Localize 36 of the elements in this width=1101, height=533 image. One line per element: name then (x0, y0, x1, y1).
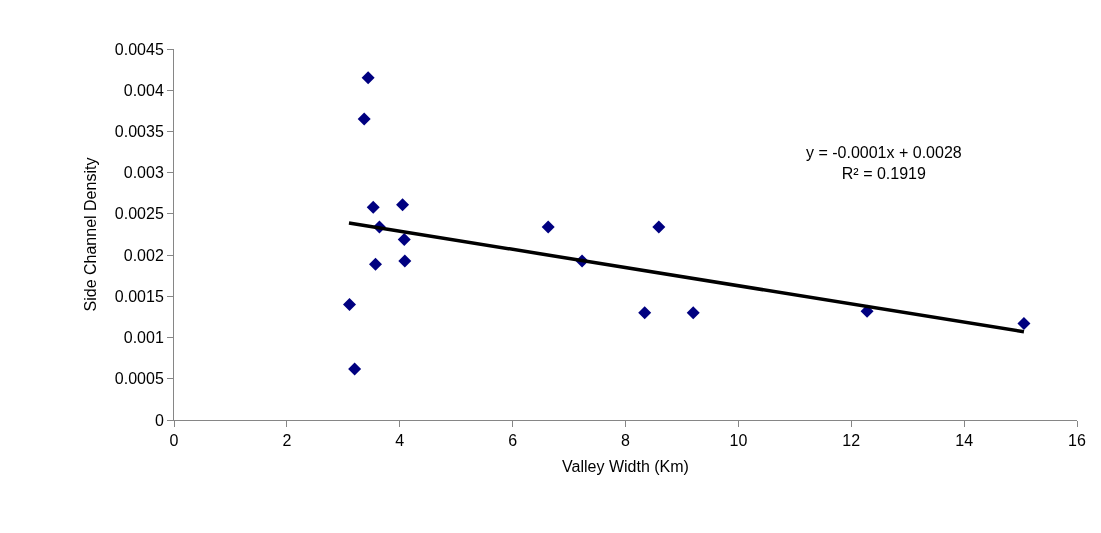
y-tick-label: 0.0035 (114, 123, 164, 141)
x-axis-title: Valley Width (Km) (562, 457, 689, 475)
x-tick-label: 0 (169, 432, 179, 450)
point (1017, 317, 1031, 331)
point (366, 200, 380, 214)
y-tick-label: 0.004 (123, 81, 164, 99)
x-tick-label: 4 (395, 432, 405, 450)
y-tick-label: 0.0025 (114, 205, 164, 223)
point (397, 232, 411, 246)
point (396, 198, 410, 212)
point (652, 220, 666, 234)
y-tick-label: 0.0005 (114, 370, 164, 388)
y-tick-label: 0.0045 (114, 40, 164, 58)
point (357, 112, 371, 126)
point (368, 257, 382, 271)
point (348, 362, 362, 376)
y-tick-label: 0.0015 (114, 287, 164, 305)
x-tick-label: 16 (1068, 432, 1086, 450)
y-tick-label: 0.002 (123, 246, 164, 264)
point (541, 220, 555, 234)
x-tick-label: 6 (508, 432, 518, 450)
point (638, 306, 652, 320)
y-tick-label: 0.001 (123, 329, 164, 347)
point (686, 306, 700, 320)
x-tick-label: 14 (955, 432, 974, 450)
x-tick-label: 10 (729, 432, 748, 450)
point (398, 254, 412, 268)
y-axis-title: Side Channel Density (81, 157, 99, 312)
y-tick-label: 0.003 (123, 164, 164, 182)
y-tick-label: 0 (154, 411, 164, 429)
x-tick-label: 2 (282, 432, 292, 450)
point (361, 71, 375, 85)
x-tick-label: 12 (842, 432, 861, 450)
annotation: y = -0.0001x + 0.0028 R² = 0.1919 (806, 144, 962, 182)
point (343, 298, 357, 312)
x-tick-label: 8 (621, 432, 631, 450)
